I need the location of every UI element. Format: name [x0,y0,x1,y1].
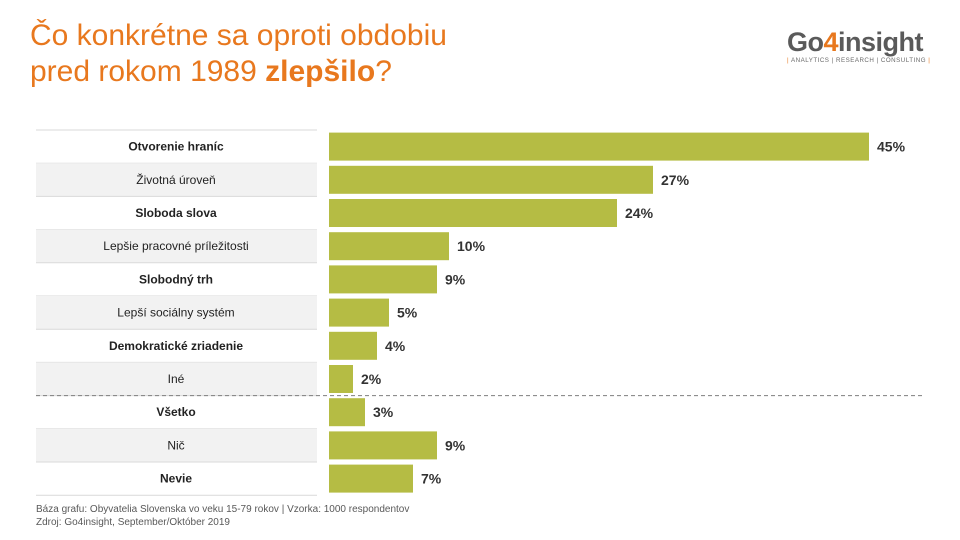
row-shade [36,296,317,330]
value-label: 9% [445,437,466,453]
category-label: Lepšie pracovné príležitosti [103,239,248,253]
value-label: 4% [385,338,406,354]
value-label: 2% [361,371,382,387]
value-label: 45% [877,139,906,155]
row-shade [36,428,317,462]
bar [329,165,653,194]
value-label: 5% [397,305,418,321]
logo-wordmark: Go4insight [787,28,932,56]
category-label: Nevie [160,472,192,486]
logo-word-b: insight [838,27,924,57]
category-label: Lepší sociálny systém [117,306,234,320]
value-label: 27% [661,172,690,188]
value-label: 7% [421,471,442,487]
bar [329,232,449,261]
bar [329,431,437,460]
bar [329,331,377,360]
bar [329,265,437,294]
bar [329,398,365,427]
title-line2-a: pred rokom 1989 [30,55,257,88]
value-label: 9% [445,271,466,287]
bar [329,132,869,161]
category-label: Demokratické zriadenie [109,339,243,353]
category-label: Životná úroveň [136,172,215,187]
logo-word-a: Go [787,27,824,57]
bar [329,464,413,493]
footer-source: Zdroj: Go4insight, September/Október 201… [36,516,230,528]
row-shade [36,163,317,197]
chart-footer: Báza grafu: Obyvatelia Slovenska vo veku… [36,504,409,529]
category-label: Slobodný trh [139,272,213,286]
chart-title: Čo konkrétne sa oproti obdobiu pred roko… [30,18,447,90]
logo-word-four: 4 [823,27,839,57]
title-end: ? [375,55,392,88]
value-label: 24% [625,205,654,221]
title-line1-b: oproti obdobiu [256,19,447,52]
category-label: Otvorenie hraníc [128,140,224,154]
row-shade [36,362,317,396]
value-label: 3% [373,404,394,420]
category-label: Nič [167,438,184,452]
category-label: Sloboda slova [135,206,217,220]
value-label: 10% [457,238,486,254]
category-label: Všetko [156,405,195,419]
go4insight-logo: Go4insight | ANALYTICS | RESEARCH | CONS… [787,28,932,64]
title-highlight: zlepšilo [265,55,376,88]
bar [329,365,353,393]
logo-tagline: | ANALYTICS | RESEARCH | CONSULTING | [787,57,931,64]
bar [329,199,617,227]
logo-tagline-text: ANALYTICS | RESEARCH | CONSULTING [791,57,927,64]
row-shade [36,229,317,263]
category-label: Iné [168,372,185,386]
footer-base-note: Báza grafu: Obyvatelia Slovenska vo veku… [36,504,410,515]
title-line1-a: Čo konkrétne sa [30,19,249,52]
bar [329,298,389,327]
